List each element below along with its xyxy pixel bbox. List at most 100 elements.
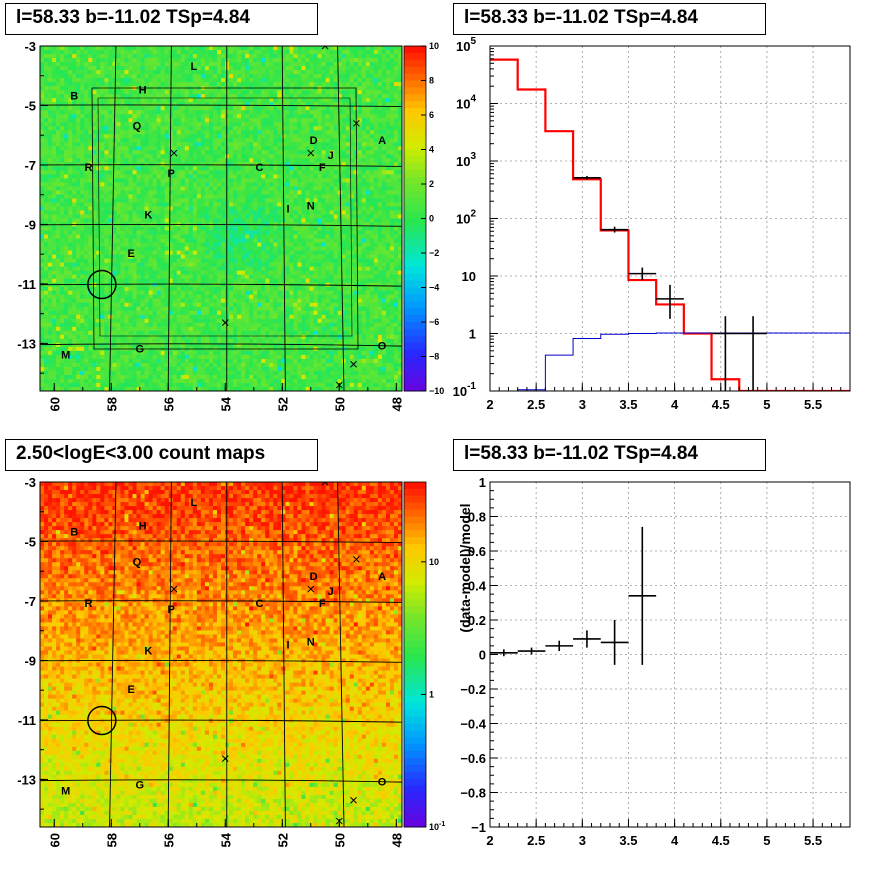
map-cell <box>204 250 210 255</box>
map-cell <box>289 94 294 99</box>
map-cell <box>357 234 363 239</box>
map-cell <box>313 234 318 239</box>
map-cell <box>160 70 166 75</box>
map-cell <box>241 94 246 99</box>
map-cell <box>357 214 363 219</box>
map-cell <box>168 154 174 159</box>
map-cell <box>104 130 109 135</box>
map-cell <box>369 230 375 235</box>
map-cell <box>305 250 310 255</box>
map-cell <box>80 46 85 51</box>
map-cell <box>180 202 186 207</box>
map-cell <box>301 98 306 103</box>
map-cell <box>180 226 186 231</box>
map-cell <box>152 214 158 219</box>
map-cell <box>337 262 343 268</box>
map-cell <box>208 50 214 55</box>
map-cell <box>341 54 347 59</box>
map-cell <box>132 250 137 255</box>
map-cell <box>160 126 166 131</box>
map-cell <box>192 230 198 235</box>
map-cell <box>44 202 49 207</box>
map-cell <box>64 170 69 175</box>
map-cell <box>233 202 238 207</box>
map-cell <box>321 222 326 227</box>
map-cell <box>120 114 125 119</box>
map-cell <box>393 194 399 199</box>
map-cell <box>116 234 121 239</box>
map-cell <box>92 158 97 163</box>
map-cell <box>120 266 125 272</box>
map-cell <box>196 74 202 79</box>
map-cell <box>393 78 399 83</box>
map-cell <box>40 158 45 163</box>
map-cell <box>108 206 113 211</box>
map-cell <box>261 170 266 175</box>
map-cell <box>196 258 202 264</box>
map-cell <box>301 74 306 79</box>
map-cell <box>237 126 242 131</box>
map-cell <box>208 218 214 223</box>
map-cell <box>76 202 81 207</box>
map-cell <box>112 262 117 268</box>
map-cell <box>365 58 371 63</box>
map-cell <box>100 262 105 268</box>
map-cell <box>108 202 113 207</box>
map-cell <box>369 86 375 91</box>
map-cell <box>317 102 322 107</box>
map-cell <box>337 214 343 219</box>
map-cell <box>241 90 246 95</box>
map-cell <box>56 134 61 139</box>
map-cell <box>293 150 298 155</box>
map-cell <box>56 126 61 131</box>
map-cell <box>216 154 222 159</box>
map-cell <box>176 166 182 171</box>
map-cell <box>261 82 266 87</box>
map-cell <box>397 66 402 71</box>
map-cell <box>245 106 250 111</box>
map-cell <box>140 254 145 260</box>
map-cell <box>241 190 246 195</box>
map-cell <box>345 110 351 115</box>
map-cell <box>196 178 202 183</box>
map-cell <box>365 238 371 243</box>
map-cell <box>48 242 53 247</box>
map-cell <box>112 58 117 63</box>
map-cell <box>144 82 149 87</box>
map-cell <box>389 166 395 171</box>
map-cell <box>72 158 77 163</box>
map-cell <box>257 150 262 155</box>
map-cell <box>84 98 89 103</box>
map-cell <box>381 106 387 111</box>
map-cell <box>341 106 347 111</box>
map-cell <box>196 62 202 67</box>
map-cell <box>60 218 65 223</box>
map-cell <box>337 138 343 143</box>
map-cell <box>152 114 158 119</box>
map-cell <box>245 262 250 268</box>
map-cell <box>200 214 206 219</box>
map-cell <box>60 126 65 131</box>
map-cell <box>64 242 69 247</box>
map-cell <box>345 218 351 223</box>
map-cell <box>345 102 351 107</box>
map-cell <box>377 210 383 215</box>
map-cell <box>172 58 178 63</box>
map-cell <box>184 198 190 203</box>
map-cell <box>277 210 282 215</box>
map-cell <box>80 70 85 75</box>
map-cell <box>377 206 383 211</box>
map-cell <box>389 66 395 71</box>
map-cell <box>245 146 250 151</box>
map-cell <box>88 74 93 79</box>
map-cell <box>269 158 274 163</box>
map-cell <box>216 46 222 51</box>
map-cell <box>305 94 310 99</box>
map-cell <box>385 238 391 243</box>
map-cell <box>321 126 326 131</box>
map-cell <box>325 234 330 239</box>
map-cell <box>184 230 190 235</box>
map-cell <box>48 58 53 63</box>
map-cell <box>237 250 242 255</box>
map-cell <box>84 114 89 119</box>
